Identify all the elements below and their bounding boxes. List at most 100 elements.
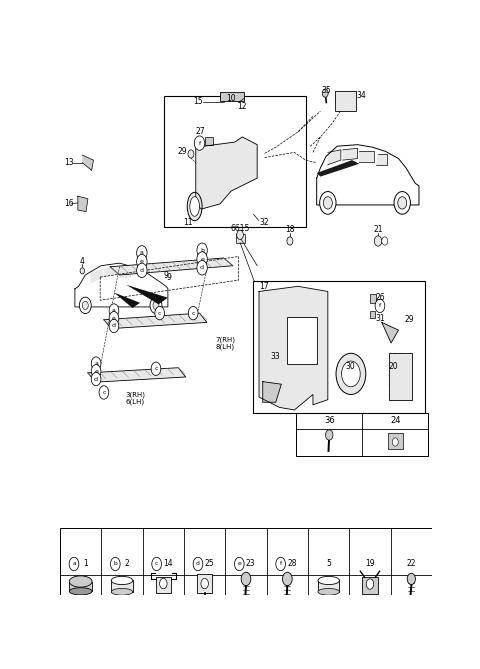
Circle shape <box>320 191 336 214</box>
Circle shape <box>374 236 382 246</box>
Text: 21: 21 <box>373 225 383 234</box>
Text: e: e <box>140 259 144 264</box>
Circle shape <box>151 362 161 375</box>
Text: 28: 28 <box>287 559 297 569</box>
Text: 31: 31 <box>375 314 385 323</box>
Text: 3(RH): 3(RH) <box>125 391 145 398</box>
Circle shape <box>152 557 161 571</box>
Circle shape <box>237 230 243 240</box>
Text: 5: 5 <box>326 559 331 569</box>
Bar <box>253 281 424 413</box>
Ellipse shape <box>111 589 133 595</box>
Text: d: d <box>196 561 200 567</box>
Circle shape <box>241 572 251 585</box>
Text: 25: 25 <box>204 559 214 569</box>
Bar <box>287 317 317 364</box>
Circle shape <box>137 246 147 260</box>
Text: 20: 20 <box>388 362 398 371</box>
Circle shape <box>99 386 109 399</box>
Circle shape <box>91 357 101 371</box>
Text: 11: 11 <box>183 218 193 227</box>
Bar <box>69 581 92 591</box>
Text: 13: 13 <box>64 158 73 167</box>
Text: e: e <box>112 316 116 320</box>
Circle shape <box>91 373 101 386</box>
Circle shape <box>194 136 204 151</box>
Circle shape <box>197 261 207 275</box>
Bar <box>111 581 133 592</box>
Text: a: a <box>140 250 144 256</box>
Text: 35: 35 <box>321 86 331 95</box>
Polygon shape <box>376 155 387 165</box>
Text: e: e <box>238 561 241 567</box>
Text: c: c <box>155 561 158 567</box>
Bar <box>197 574 212 593</box>
Text: 15: 15 <box>193 98 203 106</box>
Polygon shape <box>119 270 132 278</box>
Bar <box>318 581 339 592</box>
Bar <box>362 577 378 594</box>
Text: c: c <box>154 366 158 371</box>
Text: 1: 1 <box>83 559 87 569</box>
Text: c: c <box>192 310 195 316</box>
Text: f: f <box>279 561 282 567</box>
Text: 27: 27 <box>196 127 205 136</box>
Text: 36: 36 <box>324 416 335 425</box>
Polygon shape <box>114 292 140 308</box>
Text: 24: 24 <box>390 416 400 425</box>
Circle shape <box>137 263 147 278</box>
Text: 14: 14 <box>163 559 173 569</box>
Polygon shape <box>259 286 328 410</box>
Polygon shape <box>263 381 281 402</box>
Polygon shape <box>78 196 88 211</box>
Text: 19: 19 <box>365 559 375 569</box>
Bar <box>220 92 244 101</box>
Text: d: d <box>140 268 144 273</box>
Text: 30: 30 <box>345 362 355 371</box>
Bar <box>296 413 428 456</box>
Ellipse shape <box>318 577 339 585</box>
Circle shape <box>188 150 194 158</box>
Text: c: c <box>102 390 106 395</box>
Text: 2: 2 <box>124 559 129 569</box>
Text: d: d <box>94 377 98 381</box>
Circle shape <box>160 579 167 589</box>
Text: 8(LH): 8(LH) <box>216 343 235 350</box>
Text: 9: 9 <box>164 271 168 280</box>
Circle shape <box>276 557 286 571</box>
Circle shape <box>109 304 119 317</box>
Circle shape <box>398 197 407 209</box>
Polygon shape <box>91 268 103 284</box>
Ellipse shape <box>190 197 200 216</box>
Circle shape <box>324 197 332 209</box>
Text: 29: 29 <box>178 147 188 156</box>
Text: b: b <box>200 248 204 253</box>
Polygon shape <box>343 149 358 160</box>
Circle shape <box>137 254 147 269</box>
Text: a: a <box>72 561 76 567</box>
Circle shape <box>110 557 120 571</box>
Circle shape <box>80 268 84 274</box>
Text: 6615: 6615 <box>230 224 250 233</box>
Text: 16: 16 <box>64 199 73 209</box>
Bar <box>236 234 244 243</box>
Polygon shape <box>360 151 374 162</box>
Circle shape <box>366 579 374 589</box>
Text: 4: 4 <box>80 257 85 266</box>
Ellipse shape <box>69 576 92 587</box>
Circle shape <box>79 297 91 314</box>
Ellipse shape <box>69 587 92 595</box>
Text: d: d <box>200 266 204 270</box>
Bar <box>156 577 171 593</box>
Bar <box>370 310 375 318</box>
Circle shape <box>69 557 79 571</box>
Text: e: e <box>200 256 204 262</box>
Circle shape <box>109 312 119 325</box>
Circle shape <box>83 301 88 310</box>
Text: 33: 33 <box>271 353 281 361</box>
Polygon shape <box>110 258 233 275</box>
Text: a: a <box>112 308 116 313</box>
Text: 32: 32 <box>259 218 269 227</box>
Text: f: f <box>379 304 381 308</box>
Text: 26: 26 <box>375 293 385 302</box>
